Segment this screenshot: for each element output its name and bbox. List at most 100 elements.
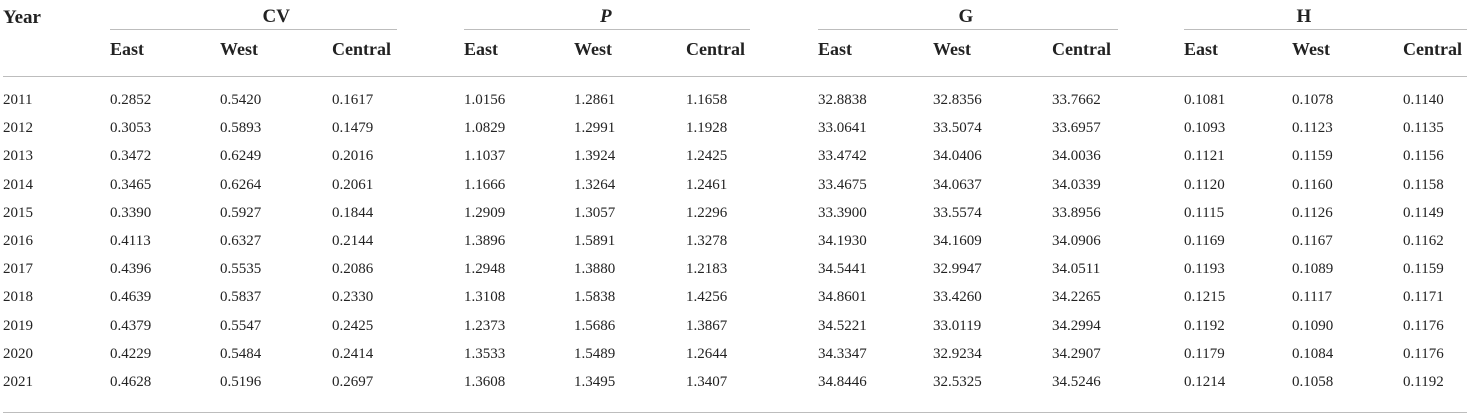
value-cell: 34.2907: [1052, 346, 1101, 362]
year-cell: 2021: [3, 374, 33, 390]
value-cell: 34.0511: [1052, 261, 1101, 277]
value-cell: 1.2991: [574, 120, 616, 136]
value-cell: 1.3057: [574, 205, 616, 221]
value-cell: 33.8956: [1052, 205, 1101, 221]
value-cell: 0.1089: [1292, 261, 1334, 277]
value-cell: 0.1084: [1292, 346, 1334, 362]
value-cell: 33.7662: [1052, 92, 1101, 108]
value-cell: 33.4675: [818, 177, 867, 193]
value-cell: 1.5686: [574, 318, 616, 334]
value-cell: 1.3924: [574, 148, 616, 164]
value-cell: 34.0637: [933, 177, 982, 193]
value-cell: 33.4742: [818, 148, 867, 164]
value-cell: 0.1081: [1184, 92, 1226, 108]
region-subheader: Central: [1403, 39, 1462, 59]
value-cell: 0.4229: [110, 346, 152, 362]
value-cell: 0.1167: [1292, 233, 1333, 249]
value-cell: 34.0906: [1052, 233, 1101, 249]
value-cell: 0.1171: [1403, 289, 1444, 305]
value-cell: 0.1159: [1403, 261, 1444, 277]
value-cell: 33.3900: [818, 205, 867, 221]
value-cell: 0.2697: [332, 374, 374, 390]
value-cell: 0.2061: [332, 177, 374, 193]
region-subheader: West: [574, 39, 612, 59]
value-cell: 1.2644: [686, 346, 728, 362]
value-cell: 0.1093: [1184, 120, 1226, 136]
value-cell: 33.0119: [933, 318, 982, 334]
value-cell: 0.2425: [332, 318, 374, 334]
value-cell: 1.3264: [574, 177, 616, 193]
value-cell: 33.5574: [933, 205, 982, 221]
value-cell: 0.3465: [110, 177, 152, 193]
value-cell: 0.2330: [332, 289, 374, 305]
value-cell: 0.1126: [1292, 205, 1333, 221]
value-cell: 34.0339: [1052, 177, 1101, 193]
year-cell: 2011: [3, 92, 33, 108]
value-cell: 0.1090: [1292, 318, 1334, 334]
value-cell: 0.1115: [1184, 205, 1225, 221]
value-cell: 0.2016: [332, 148, 374, 164]
value-cell: 1.1037: [464, 148, 506, 164]
value-cell: 0.1169: [1184, 233, 1225, 249]
value-cell: 34.5221: [818, 318, 867, 334]
value-cell: 0.6327: [220, 233, 262, 249]
value-cell: 34.3347: [818, 346, 867, 362]
value-cell: 34.0036: [1052, 148, 1101, 164]
value-cell: 0.2414: [332, 346, 374, 362]
value-cell: 0.1156: [1403, 148, 1444, 164]
year-cell: 2012: [3, 120, 33, 136]
value-cell: 0.1160: [1292, 177, 1333, 193]
value-cell: 1.2183: [686, 261, 728, 277]
value-cell: 0.6249: [220, 148, 262, 164]
value-cell: 1.0829: [464, 120, 506, 136]
value-cell: 0.5420: [220, 92, 262, 108]
value-cell: 1.2861: [574, 92, 616, 108]
value-cell: 1.5489: [574, 346, 616, 362]
group-underline: [464, 29, 750, 30]
value-cell: 0.4113: [110, 233, 151, 249]
value-cell: 0.3053: [110, 120, 152, 136]
value-cell: 34.2994: [1052, 318, 1101, 334]
region-subheader: Central: [332, 39, 391, 59]
value-cell: 0.2144: [332, 233, 374, 249]
value-cell: 34.8446: [818, 374, 867, 390]
value-cell: 1.3108: [464, 289, 506, 305]
value-cell: 34.0406: [933, 148, 982, 164]
value-cell: 0.1123: [1292, 120, 1333, 136]
value-cell: 1.5891: [574, 233, 616, 249]
value-cell: 34.1930: [818, 233, 867, 249]
group-header: CV: [262, 6, 290, 27]
value-cell: 0.1117: [1292, 289, 1333, 305]
value-cell: 0.1844: [332, 205, 374, 221]
year-cell: 2017: [3, 261, 33, 277]
value-cell: 0.4396: [110, 261, 152, 277]
region-subheader: West: [933, 39, 971, 59]
region-subheader: Central: [686, 39, 745, 59]
value-cell: 1.2461: [686, 177, 728, 193]
value-cell: 0.1176: [1403, 346, 1444, 362]
value-cell: 33.0641: [818, 120, 867, 136]
value-cell: 0.1192: [1403, 374, 1444, 390]
year-cell: 2015: [3, 205, 33, 221]
value-cell: 1.0156: [464, 92, 506, 108]
value-cell: 0.5196: [220, 374, 262, 390]
value-cell: 1.3495: [574, 374, 616, 390]
group-header: H: [1296, 6, 1312, 27]
value-cell: 1.2948: [464, 261, 506, 277]
region-subheader: East: [818, 39, 853, 59]
value-cell: 0.1479: [332, 120, 374, 136]
value-cell: 1.3407: [686, 374, 728, 390]
group-underline: [1184, 29, 1467, 30]
value-cell: 34.2265: [1052, 289, 1101, 305]
value-cell: 1.1658: [686, 92, 728, 108]
value-cell: 1.3608: [464, 374, 506, 390]
value-cell: 0.5893: [220, 120, 262, 136]
table-bottom-rule: [3, 412, 1467, 413]
value-cell: 33.6957: [1052, 120, 1101, 136]
value-cell: 0.1120: [1184, 177, 1225, 193]
value-cell: 0.1215: [1184, 289, 1226, 305]
value-cell: 0.1135: [1403, 120, 1444, 136]
value-cell: 0.2086: [332, 261, 374, 277]
year-cell: 2018: [3, 289, 33, 305]
value-cell: 34.5441: [818, 261, 867, 277]
